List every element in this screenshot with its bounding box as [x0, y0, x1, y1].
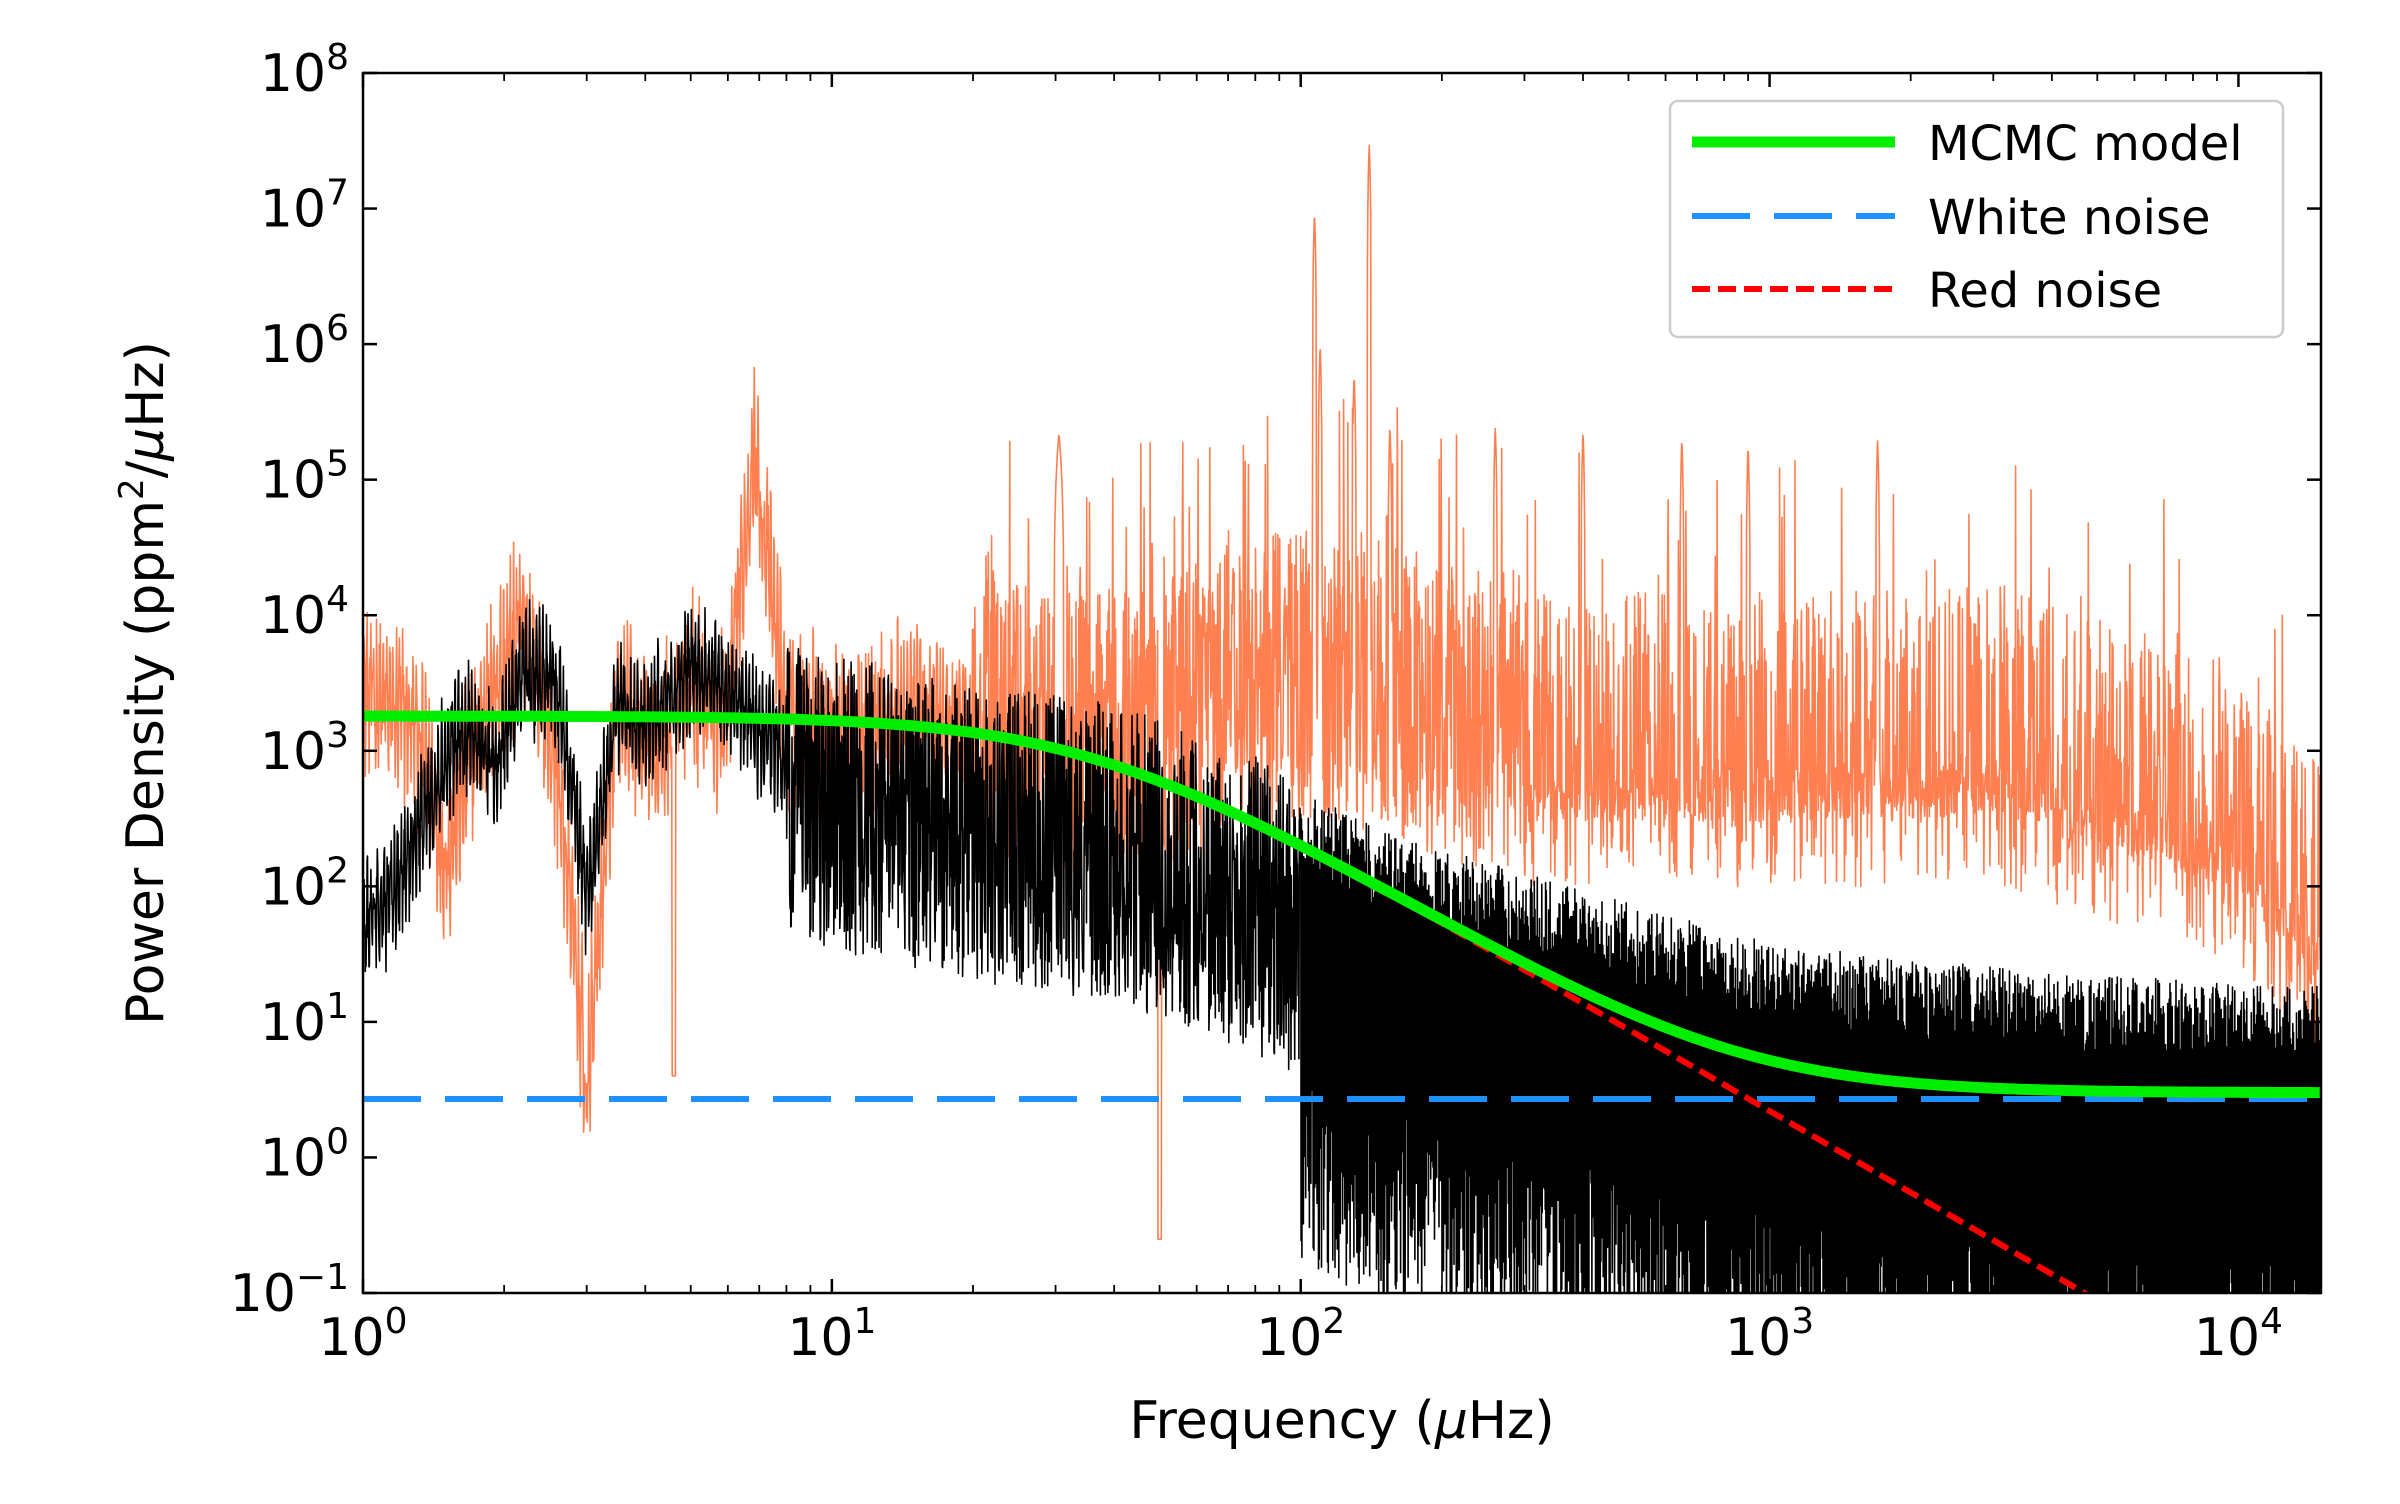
plot-frame: [361, 71, 2323, 1295]
y-tick-label: 10−1: [230, 1257, 349, 1324]
y-tick-label: 108: [260, 37, 349, 104]
x-tick-label: 101: [787, 1301, 876, 1368]
x-tick-label: 103: [1725, 1301, 1814, 1368]
y-tick-label: 102: [260, 850, 349, 917]
x-tick-label: 104: [2194, 1301, 2283, 1368]
legend-red-noise-label: Red noise: [1928, 263, 2162, 319]
y-tick-label: 106: [260, 308, 349, 375]
legend: MCMC model White noise Red noise: [1668, 99, 2285, 339]
y-tick-label: 101: [260, 986, 349, 1053]
series-layer: [363, 144, 2321, 1293]
y-tick-label: 107: [260, 173, 349, 240]
y-axis-label: Power Density (ppm2/μHz): [112, 341, 176, 1025]
series-mcmc-model: [363, 710, 2321, 1099]
x-tick-label: 102: [1256, 1301, 1345, 1368]
y-tick-label: 105: [260, 444, 349, 511]
y-tick-label: 100: [260, 1121, 349, 1188]
x-tick-label: 100: [318, 1301, 407, 1368]
x-axis-label: Frequency (μHz): [1129, 1391, 1554, 1451]
series-filtered-spectrum: [363, 598, 2321, 1293]
y-tick-label: 104: [260, 579, 349, 646]
legend-mcmc-label: MCMC model: [1928, 116, 2243, 172]
ticks-layer: 100 101 102 103 10410−1100101102103104105106…: [230, 37, 2321, 1368]
y-tick-label: 103: [260, 715, 349, 782]
legend-box: [1668, 99, 2285, 339]
legend-white-noise-label: White noise: [1928, 190, 2211, 246]
